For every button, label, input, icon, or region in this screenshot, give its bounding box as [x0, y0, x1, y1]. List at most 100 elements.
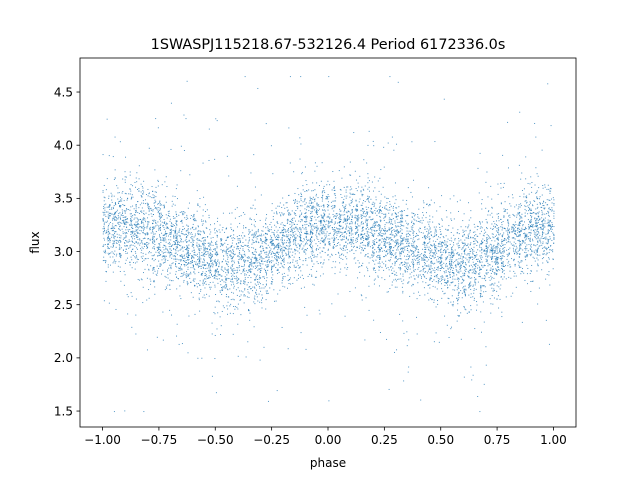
data-point [465, 226, 467, 228]
data-point [461, 282, 463, 284]
data-point [259, 264, 261, 266]
data-point [364, 210, 366, 212]
data-point [233, 262, 235, 264]
data-point [157, 272, 159, 274]
data-point [372, 255, 374, 257]
data-point [401, 220, 403, 222]
data-point [429, 247, 431, 249]
data-point [230, 303, 232, 305]
data-point [413, 215, 415, 217]
data-point [314, 170, 316, 172]
data-point [103, 256, 105, 258]
data-point [364, 248, 366, 250]
data-point [288, 231, 290, 233]
data-point [236, 294, 238, 296]
data-point [103, 250, 105, 252]
data-point [521, 242, 523, 244]
data-point [207, 253, 209, 255]
data-point [242, 212, 244, 214]
data-point [498, 269, 500, 271]
data-point [440, 268, 442, 270]
data-point [298, 201, 300, 203]
data-point [548, 222, 550, 224]
data-point [413, 255, 415, 257]
data-point [440, 262, 442, 264]
data-point [310, 245, 312, 247]
data-point [299, 238, 301, 240]
data-point [175, 250, 177, 252]
data-point [202, 296, 204, 298]
data-point [137, 227, 139, 229]
data-point [132, 262, 134, 264]
data-point [270, 235, 272, 237]
data-point [179, 228, 181, 230]
data-point [366, 224, 368, 226]
data-point [215, 262, 217, 264]
data-point [442, 266, 444, 268]
data-point [296, 229, 298, 231]
data-point [446, 229, 448, 231]
data-point [145, 253, 147, 255]
data-point [491, 261, 493, 263]
data-point [501, 235, 503, 237]
data-point [396, 215, 398, 217]
data-point [294, 201, 296, 203]
data-point [343, 202, 345, 204]
data-point [193, 265, 194, 267]
data-point [525, 206, 527, 208]
data-point [165, 223, 167, 225]
data-point [509, 203, 511, 205]
data-point [135, 211, 137, 213]
data-point [331, 254, 333, 256]
data-point [193, 278, 195, 280]
data-point [323, 247, 325, 249]
data-point [333, 216, 335, 218]
data-point [137, 218, 139, 220]
data-point [326, 196, 328, 198]
data-point [279, 244, 281, 246]
data-point [137, 220, 139, 222]
data-point [383, 242, 385, 244]
data-point [460, 268, 462, 270]
data-point [317, 197, 319, 199]
data-point [225, 260, 227, 262]
data-point [390, 221, 392, 223]
data-point [184, 240, 186, 242]
data-point [372, 251, 374, 253]
data-point [205, 221, 207, 223]
data-point [328, 242, 330, 244]
data-point [180, 220, 182, 222]
data-point [419, 274, 421, 276]
data-point [457, 277, 459, 279]
data-point [237, 303, 239, 305]
data-point [415, 259, 417, 261]
data-point [282, 197, 284, 199]
data-point [261, 260, 263, 262]
data-point [358, 214, 360, 216]
data-point [102, 228, 104, 230]
data-point [171, 205, 173, 207]
data-point [492, 268, 494, 270]
data-point [364, 185, 366, 187]
data-point [350, 193, 352, 195]
data-point [132, 230, 134, 232]
data-point [377, 180, 379, 182]
data-point [493, 237, 495, 239]
data-point [507, 222, 509, 224]
data-point [160, 216, 162, 218]
data-point [518, 206, 520, 208]
data-point [215, 244, 217, 246]
data-point [378, 228, 380, 230]
data-point [359, 225, 361, 227]
data-point [174, 256, 176, 258]
data-point [230, 284, 232, 286]
data-point [441, 195, 443, 197]
data-point [178, 267, 180, 269]
data-point [404, 238, 406, 240]
data-point [486, 222, 488, 224]
data-point [185, 218, 187, 220]
data-point [203, 243, 205, 245]
data-point [537, 228, 539, 230]
data-point [103, 212, 105, 214]
data-point [111, 219, 113, 221]
